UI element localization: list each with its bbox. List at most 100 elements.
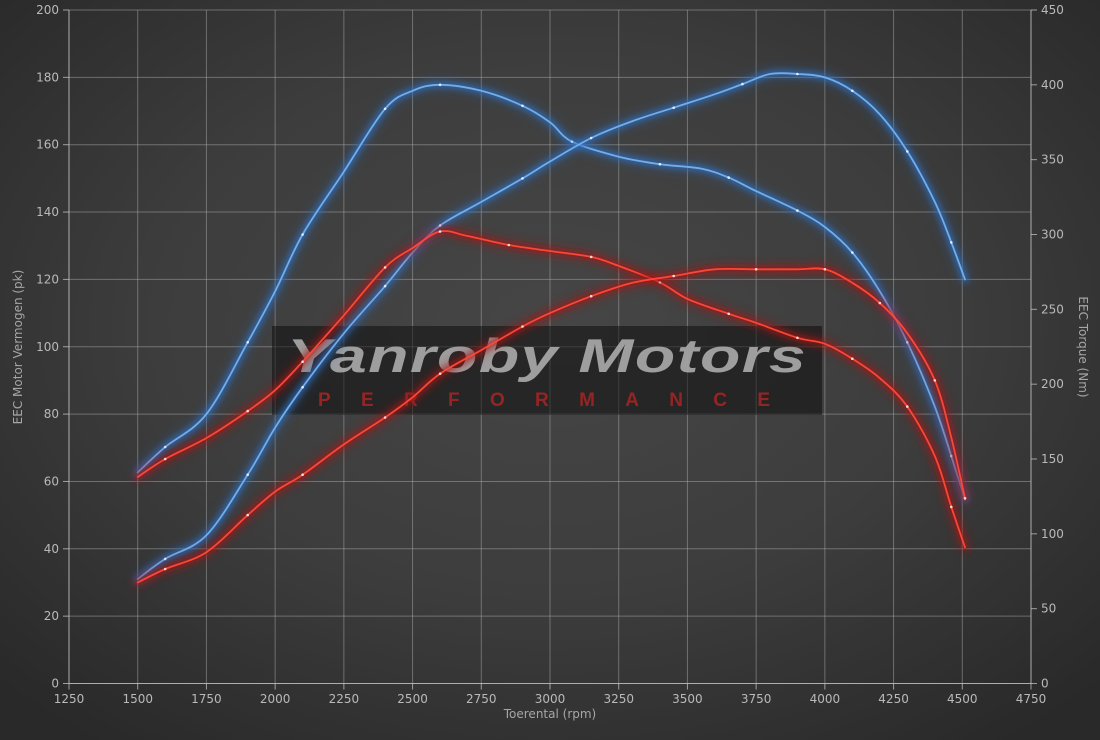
original-power-marker [163,567,167,571]
x-tick-label: 1750 [191,692,222,706]
modified-torque-marker [438,83,442,87]
x-tick-label: 2750 [466,692,497,706]
axis-ticks [63,9,1037,690]
modified-power-marker [796,72,799,76]
modified-torque-marker [246,341,249,344]
curve-modified-torque [132,79,971,505]
x-tick-label: 4750 [1016,692,1047,706]
modified-power-marker [246,473,249,477]
modified-power-marker [521,177,524,180]
y-right-tick-label: 0 [1041,677,1049,691]
y-right-tick-label: 250 [1041,302,1064,316]
modified-power-marker [906,150,909,153]
original-torque-marker [383,266,387,269]
y-left-tick-label: 120 [36,272,59,286]
y-left-axis-title: EEC Motor Vermogen (pk) [11,270,25,425]
watermark-title: Yanroby Motors [287,329,807,382]
modified-torque-marker [521,104,524,108]
y-left-tick-label: 180 [36,70,59,84]
original-torque-marker [950,505,953,509]
x-tick-label: 3750 [741,692,772,706]
modified-torque-marker [851,251,854,254]
x-tick-label: 3000 [535,692,566,706]
modified-torque-glow [134,81,968,503]
original-power-line [136,267,966,584]
y-right-tick-label: 100 [1041,527,1064,541]
original-power-marker [823,268,827,271]
original-torque-marker [163,457,167,461]
modified-power-marker [741,82,744,86]
modified-power-marker [301,385,304,389]
x-tick-label: 2250 [329,692,360,706]
y-left-tick-label: 100 [36,340,59,354]
modified-power-marker [163,557,167,561]
original-power-marker [383,416,387,419]
modified-torque-marker [383,107,387,111]
modified-torque-outer-glow [132,79,971,505]
y-right-axis-title: EEC Torque (Nm) [1076,296,1090,397]
original-power-marker [963,497,967,500]
y-left-tick-label: 0 [51,677,59,691]
y-right-tick-label: 150 [1041,452,1064,466]
y-left-tick-label: 20 [44,609,59,623]
x-tick-label: 4000 [810,692,841,706]
original-torque-marker [851,357,854,361]
y-right-tick-label: 50 [1041,602,1056,616]
original-power-marker [301,473,304,477]
original-power-marker [754,268,758,271]
original-torque-marker [589,255,593,259]
curve-original-power [132,262,971,588]
original-power-marker [933,379,937,382]
x-tick-label: 2500 [397,692,428,706]
x-tick-label: 4250 [878,692,909,706]
y-left-tick-label: 40 [44,542,59,556]
x-tick-label: 1500 [122,692,153,706]
x-tick-label: 3500 [672,692,703,706]
modified-power-marker [672,106,675,109]
x-tick-label: 1250 [54,692,85,706]
modified-power-marker [383,284,387,288]
original-power-marker [878,301,882,305]
original-power-marker [438,372,442,376]
original-torque-marker [301,360,304,364]
modified-torque-line [136,83,966,501]
y-right-tick-label: 400 [1041,78,1064,92]
original-torque-marker [507,243,511,247]
y-left-tick-label: 140 [36,205,59,219]
dyno-curves [132,67,971,588]
modified-torque-marker [301,233,304,236]
watermark: Yanroby Motors PERFORMANCE [272,326,822,415]
modified-torque-marker [796,209,799,212]
modified-power-marker [950,241,953,244]
curve-original-torque [132,225,971,553]
y-right-tick-label: 350 [1041,153,1064,167]
y-right-tick-label: 200 [1041,377,1064,391]
original-torque-marker [796,336,799,340]
modified-torque-marker [727,176,730,179]
x-axis-title: Toerental (rpm) [503,707,596,721]
tick-labels: 1250 1500 1750 2000 2250 2500 2750 3000 3250 3500… [36,3,1064,706]
watermark-box [272,326,822,415]
original-power-marker [246,513,249,517]
original-power-marker [521,325,524,328]
x-tick-label: 3250 [603,692,634,706]
original-torque-marker [906,405,909,408]
y-left-tick-label: 200 [36,3,59,17]
y-right-tick-label: 450 [1041,3,1064,17]
y-left-tick-label: 60 [44,474,59,488]
curve-modified-power [132,67,971,585]
original-torque-marker [246,409,249,413]
x-tick-label: 2000 [260,692,291,706]
modified-torque-marker [658,162,662,166]
original-torque-marker [727,312,730,316]
y-left-tick-label: 80 [44,407,59,421]
original-torque-marker [438,230,442,233]
y-right-tick-label: 300 [1041,228,1064,242]
modified-power-marker [589,136,593,140]
y-left-tick-label: 160 [36,138,59,152]
original-power-marker [589,294,593,298]
x-tick-label: 4500 [947,692,978,706]
modified-torque-marker [163,445,167,449]
